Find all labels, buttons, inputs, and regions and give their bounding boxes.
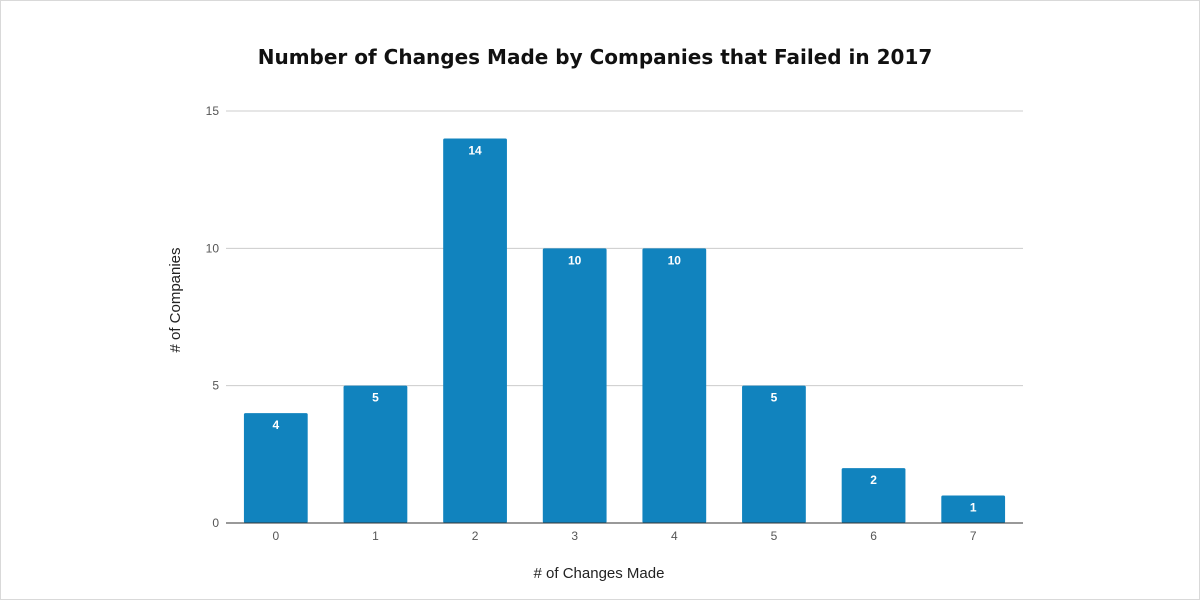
- y-tick-label: 5: [212, 379, 219, 393]
- bar-value-label: 14: [468, 143, 482, 157]
- bars: 4 5 14 10 10 5 2 1: [226, 138, 1023, 524]
- y-tick-label: 10: [206, 241, 220, 255]
- bar-value-label: 5: [372, 391, 379, 405]
- bar: [742, 385, 806, 523]
- x-tick-label: 7: [970, 529, 977, 543]
- chart-title: Number of Changes Made by Companies that…: [258, 45, 933, 69]
- x-tick-label: 1: [372, 529, 379, 543]
- bar: [642, 248, 707, 524]
- bar-value-label: 4: [272, 418, 279, 432]
- y-tick-labels: 0 5 10 15: [206, 104, 220, 530]
- x-tick-label: 5: [771, 529, 778, 543]
- bar-value-label: 10: [668, 253, 682, 267]
- x-tick-labels: 0 1 2 3 4 5 6 7: [272, 529, 976, 543]
- x-tick-label: 6: [870, 529, 877, 543]
- y-axis-title: # of Companies: [167, 247, 184, 352]
- bar-value-label: 5: [771, 391, 778, 405]
- x-tick-label: 2: [472, 529, 479, 543]
- x-tick-label: 3: [571, 529, 578, 543]
- gridlines: [226, 110, 1023, 387]
- bar: [243, 413, 308, 523]
- bar: [841, 468, 906, 523]
- x-axis-title: # of Changes Made: [534, 565, 665, 582]
- x-tick-label: 0: [272, 529, 279, 543]
- bar-value-label: 10: [568, 253, 582, 267]
- y-tick-label: 0: [212, 516, 219, 530]
- bar: [542, 248, 607, 524]
- bar: [443, 138, 507, 523]
- bar: [343, 385, 408, 523]
- bar: [941, 495, 1006, 523]
- x-tick-label: 4: [671, 529, 678, 543]
- bar-value-label: 1: [970, 501, 977, 515]
- y-tick-label: 15: [206, 104, 220, 118]
- bar-value-label: 2: [870, 473, 877, 487]
